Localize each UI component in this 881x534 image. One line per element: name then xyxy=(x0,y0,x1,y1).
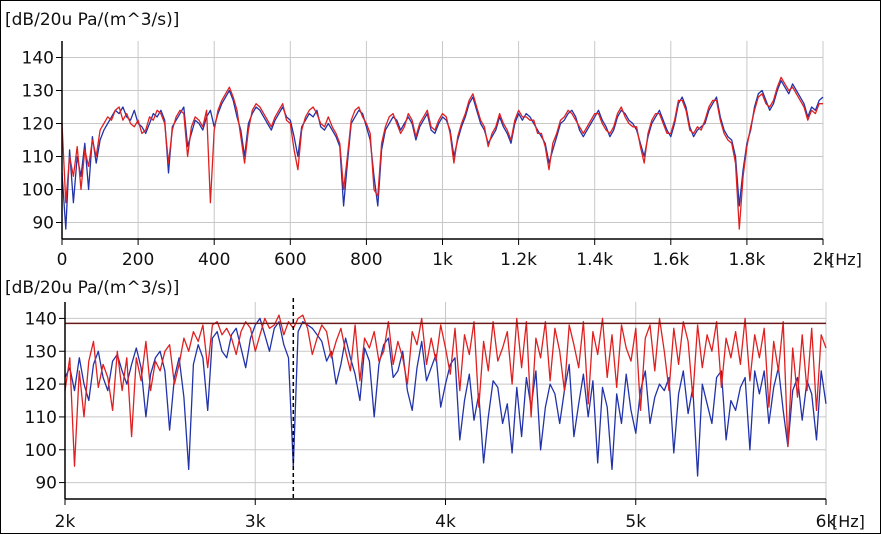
y-axis-label: [dB/20u Pa/(m^3/s)] xyxy=(5,278,179,298)
y-tick-label: 100 xyxy=(25,441,57,461)
x-axis-unit: [Hz] xyxy=(829,250,862,269)
x-tick-label: 1.4k xyxy=(576,250,613,270)
x-tick-label: 200 xyxy=(122,250,154,270)
series-line-1 xyxy=(64,317,827,477)
x-tick-label: 600 xyxy=(274,250,306,270)
x-tick-label: 0 xyxy=(57,250,68,270)
x-tick-label: 4k xyxy=(435,512,456,532)
series-line-2 xyxy=(64,314,827,467)
y-tick-label: 110 xyxy=(25,408,57,428)
y-tick-label: 130 xyxy=(25,342,57,362)
y-tick-label: 90 xyxy=(32,214,54,234)
x-tick-label: 2k xyxy=(813,250,834,270)
x-axis-unit: [Hz] xyxy=(832,512,865,531)
x-tick-label: 6k xyxy=(816,512,837,532)
x-tick-label: 1.2k xyxy=(500,250,537,270)
x-tick-label: 400 xyxy=(198,250,230,270)
y-tick-label: 100 xyxy=(22,181,54,201)
x-tick-label: 800 xyxy=(350,250,382,270)
x-tick-label: 1k xyxy=(432,250,453,270)
y-axis-label: [dB/20u Pa/(m^3/s)] xyxy=(5,10,179,30)
y-tick-label: 140 xyxy=(25,309,57,329)
y-tick-label: 120 xyxy=(22,115,54,135)
y-tick-label: 130 xyxy=(22,82,54,102)
x-tick-label: 5k xyxy=(625,512,646,532)
x-tick-label: 2k xyxy=(55,512,76,532)
y-tick-label: 140 xyxy=(22,49,54,69)
y-tick-label: 110 xyxy=(22,148,54,168)
x-tick-label: 1.6k xyxy=(652,250,689,270)
series-line-2 xyxy=(61,76,823,230)
x-tick-label: 1.8k xyxy=(728,250,765,270)
y-tick-label: 90 xyxy=(35,474,57,494)
x-tick-label: 3k xyxy=(245,512,266,532)
y-tick-label: 120 xyxy=(25,375,57,395)
